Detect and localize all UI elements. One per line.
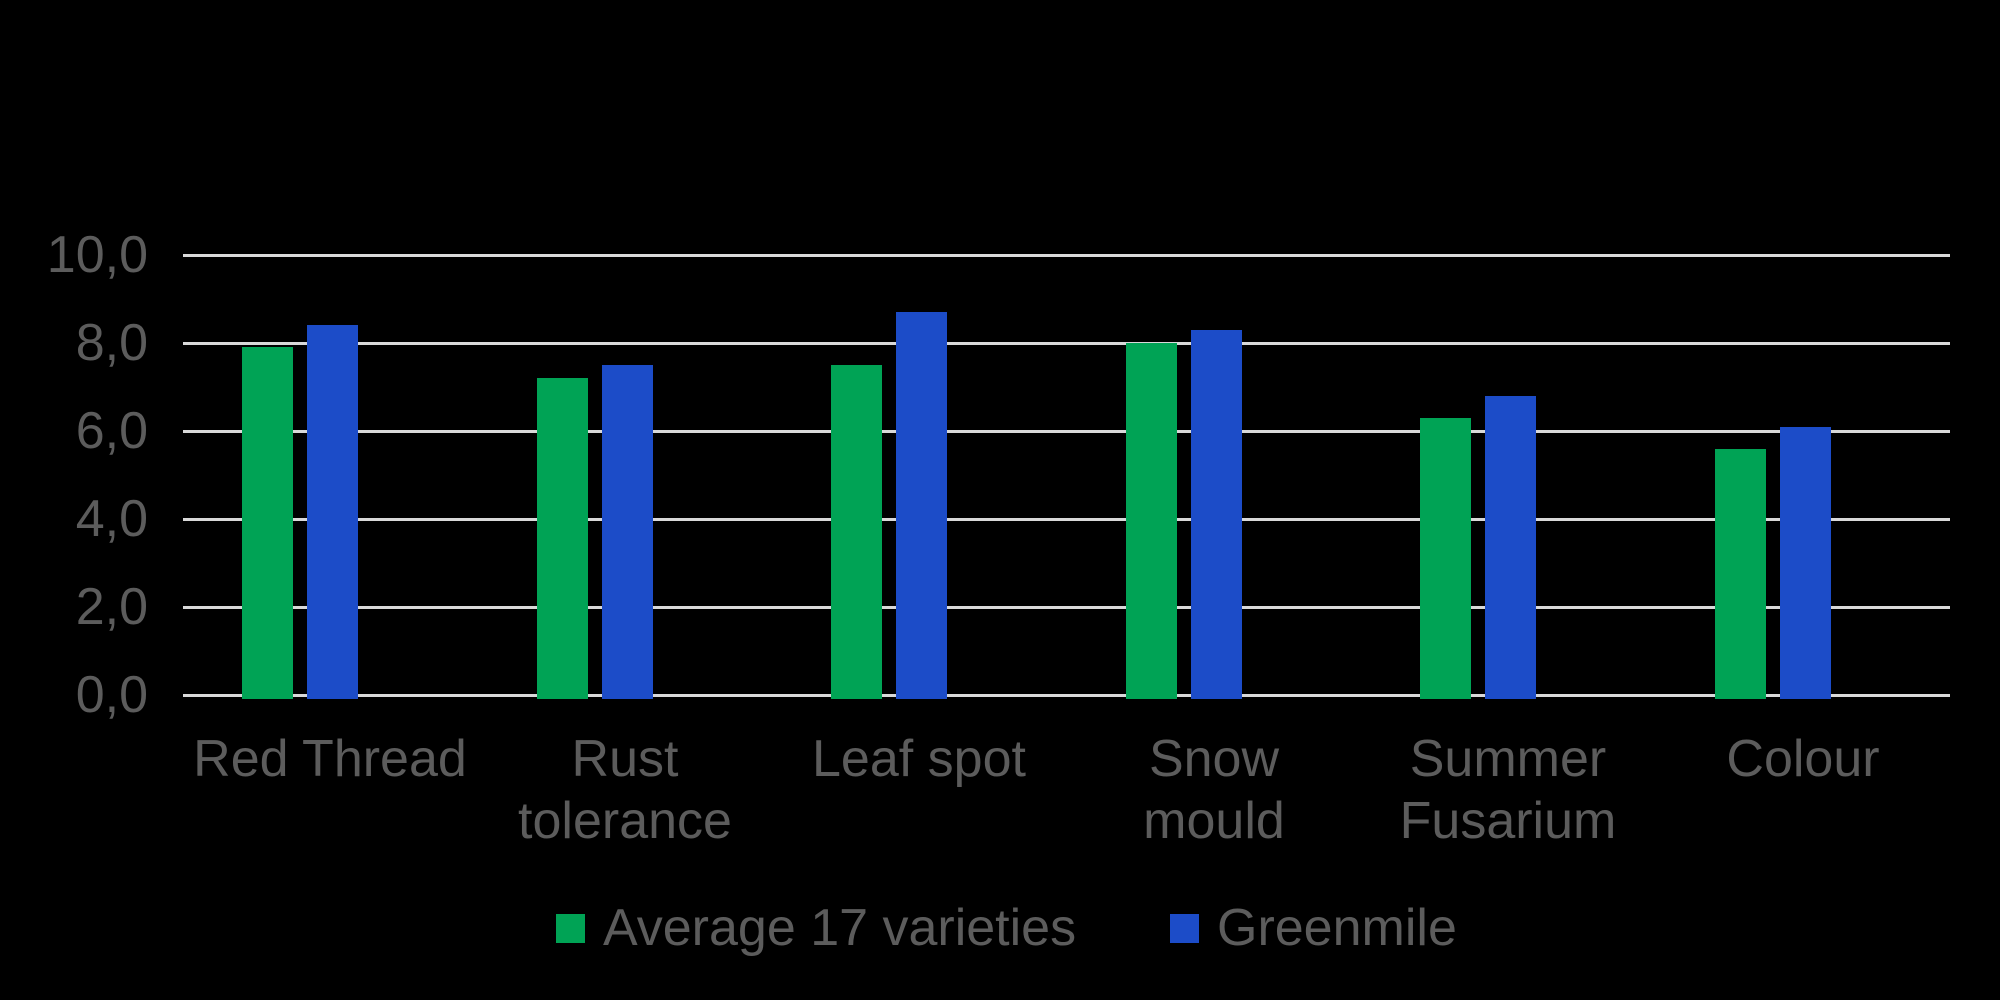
x-category-label-snow-mould: Snow mould <box>1004 728 1424 852</box>
x-category-label-leaf-spot: Leaf spot <box>709 728 1129 790</box>
gridline-10,0 <box>183 254 1950 257</box>
x-category-label-rust-tolerance: Rust tolerance <box>415 728 835 852</box>
x-category-label-line: mould <box>1143 792 1285 850</box>
x-category-label-line: Rust <box>571 730 679 788</box>
x-category-label-red-thread: Red Thread <box>120 728 540 790</box>
legend-item-average-17-varieties: Average 17 varieties <box>556 897 1076 959</box>
bar-average-17-varieties-snow-mould <box>1126 343 1177 699</box>
y-tick-label: 10,0 <box>46 226 148 284</box>
legend-label: Greenmile <box>1217 899 1457 957</box>
x-category-label-line: Red Thread <box>193 730 467 788</box>
x-category-label-colour: Colour <box>1593 728 2000 790</box>
bar-average-17-varieties-summer-fusarium <box>1420 417 1471 699</box>
y-tick-label: 8,0 <box>75 314 148 372</box>
legend-swatch-icon <box>1170 913 1199 943</box>
bar-greenmile-red-thread <box>307 325 358 699</box>
y-tick-label: 6,0 <box>75 402 148 460</box>
bar-greenmile-leaf-spot <box>896 312 947 699</box>
legend-swatch-icon <box>556 913 585 943</box>
legend-label: Average 17 varieties <box>603 899 1077 957</box>
x-category-label-line: Summer <box>1409 730 1607 788</box>
gridline-6,0 <box>183 430 1950 433</box>
x-category-label-line: Fusarium <box>1399 792 1617 850</box>
bar-average-17-varieties-colour <box>1715 448 1766 699</box>
x-category-label-line: Leaf spot <box>812 730 1026 788</box>
gridline-4,0 <box>183 518 1950 521</box>
legend-item-greenmile: Greenmile <box>1170 897 1457 959</box>
gridline-8,0 <box>183 342 1950 345</box>
bar-greenmile-colour <box>1780 426 1831 699</box>
bar-average-17-varieties-red-thread <box>242 347 293 699</box>
y-tick-label: 2,0 <box>75 578 148 636</box>
bar-greenmile-summer-fusarium <box>1485 395 1536 699</box>
gridline-0,0 <box>183 694 1950 697</box>
bar-average-17-varieties-leaf-spot <box>831 365 882 699</box>
y-tick-label: 0,0 <box>75 666 148 724</box>
x-category-label-summer-fusarium: Summer Fusarium <box>1298 728 1718 852</box>
x-category-label-line: Snow <box>1148 730 1280 788</box>
bar-average-17-varieties-rust-tolerance <box>537 378 588 699</box>
bar-greenmile-snow-mould <box>1191 329 1242 699</box>
x-category-label-line: Colour <box>1726 730 1880 788</box>
gridline-2,0 <box>183 606 1950 609</box>
bar-greenmile-rust-tolerance <box>602 365 653 699</box>
y-tick-label: 4,0 <box>75 490 148 548</box>
x-category-label-line: tolerance <box>518 792 732 850</box>
